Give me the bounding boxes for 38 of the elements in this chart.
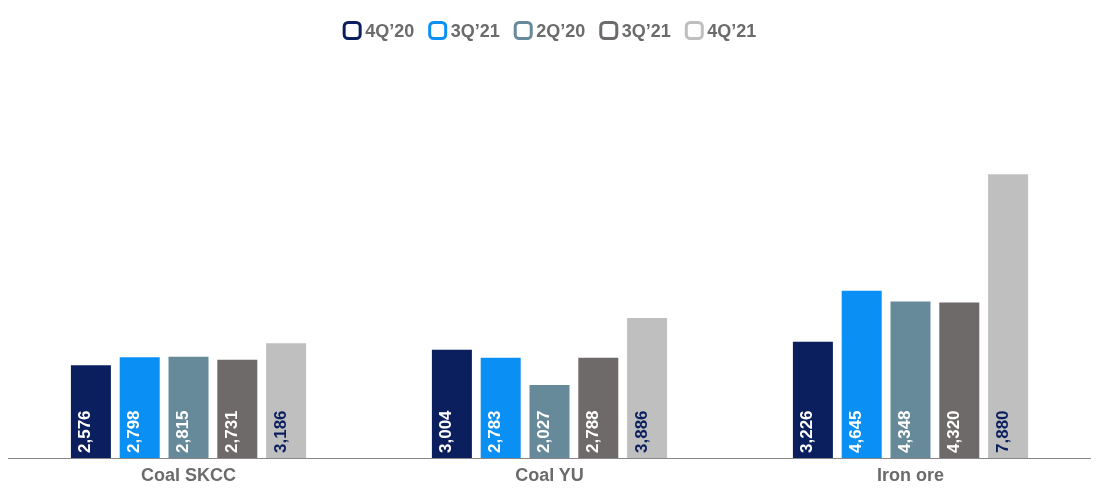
legend-label: 4Q’21: [707, 20, 757, 41]
bar: [119, 357, 160, 458]
bar: [627, 318, 668, 458]
bar: [988, 174, 1029, 458]
data-label: 3,226: [797, 410, 817, 453]
bar: [578, 357, 619, 458]
data-label: 4,320: [943, 410, 963, 453]
data-label: 2,027: [534, 410, 553, 453]
x-tick-label: Coal YU: [515, 465, 584, 485]
bar: [266, 343, 307, 458]
data-label: 3,886: [631, 410, 651, 453]
bar: [431, 349, 472, 458]
data-label: 2,815: [173, 410, 192, 453]
data-label: 3,186: [270, 410, 290, 453]
bar: [217, 359, 258, 458]
legend-label: 3Q’21: [621, 20, 671, 41]
bar: [890, 301, 931, 458]
data-label: 2,783: [485, 410, 505, 453]
legend-label: 4Q’20: [365, 20, 415, 41]
x-tick-label: Iron ore: [876, 465, 945, 485]
bar: [529, 385, 570, 458]
bar: [480, 357, 521, 458]
x-tick-label: Coal SKCC: [140, 465, 237, 485]
data-label: 4,348: [895, 410, 914, 453]
data-label: 2,788: [582, 410, 602, 453]
bar: [939, 302, 980, 458]
data-label: 2,731: [221, 410, 241, 453]
data-label: 4,645: [846, 410, 866, 453]
bar: [841, 290, 882, 458]
data-label: 7,880: [992, 410, 1012, 453]
bar: [168, 356, 209, 458]
data-label: 2,798: [124, 410, 144, 453]
legend-label: 2Q’20: [536, 20, 586, 41]
legend-label: 3Q’21: [450, 20, 500, 41]
data-label: 3,004: [436, 409, 456, 453]
data-label: 2,576: [75, 410, 95, 453]
bar: [70, 365, 111, 458]
bar: [792, 341, 833, 458]
